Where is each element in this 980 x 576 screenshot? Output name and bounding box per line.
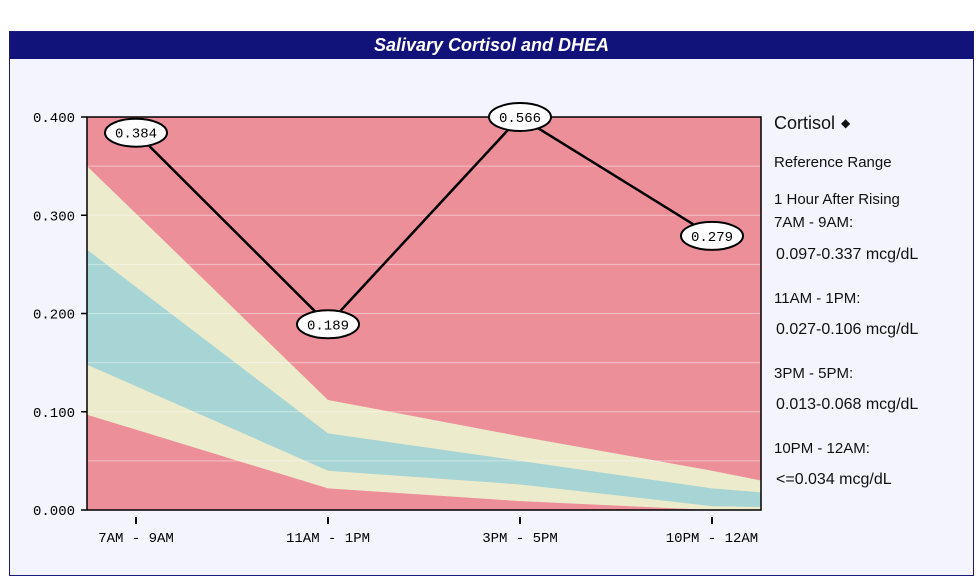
- y-tick-label: 0.100: [33, 406, 75, 422]
- data-label: 0.566: [499, 111, 541, 127]
- x-tick-label: 10PM - 12AM: [666, 531, 758, 547]
- data-label: 0.279: [691, 230, 733, 246]
- data-point-marker: [296, 309, 360, 340]
- legend-range-3-label: 3PM - 5PM:: [774, 365, 854, 382]
- legend-range-1-value: 0.097-0.337 mcg/dL: [776, 246, 919, 263]
- legend-range-4-label: 10PM - 12AM:: [774, 440, 870, 457]
- data-label: 0.384: [115, 127, 157, 143]
- data-label: 0.189: [307, 318, 349, 334]
- y-tick-label: 0.300: [33, 209, 75, 225]
- optimal-band: [87, 249, 761, 508]
- legend-range-4-value: <=0.034 mcg/dL: [776, 471, 892, 488]
- legend-range-2-label: 11AM - 1PM:: [774, 290, 861, 307]
- data-point-marker: [104, 117, 168, 148]
- x-tick-label: 11AM - 1PM: [286, 531, 370, 547]
- legend-reference-title: Reference Range: [774, 154, 892, 171]
- y-tick-label: 0.200: [33, 308, 75, 324]
- chart-title: Salivary Cortisol and DHEA: [10, 32, 973, 59]
- legend-range-1-label: 1 Hour After Rising: [774, 191, 900, 208]
- legend-range-3-value: 0.013-0.068 mcg/dL: [776, 396, 919, 413]
- legend-series-name: Cortisol: [774, 113, 836, 133]
- legend-range-2-value: 0.027-0.106 mcg/dL: [776, 321, 919, 338]
- diamond-marker-icon: ◆: [841, 116, 851, 130]
- legend-series: Cortisol ◆: [774, 113, 850, 134]
- x-tick-label: 7AM - 9AM: [98, 531, 174, 547]
- data-point-marker: [488, 102, 552, 132]
- cortisol-line: [135, 115, 713, 327]
- y-tick-label: 0.000: [33, 504, 75, 520]
- x-tick-label: 3PM - 5PM: [482, 531, 558, 547]
- y-tick-label: 0.400: [33, 111, 75, 127]
- data-point-marker: [680, 220, 744, 251]
- legend-range-1-label-2: 7AM - 9AM:: [774, 214, 854, 231]
